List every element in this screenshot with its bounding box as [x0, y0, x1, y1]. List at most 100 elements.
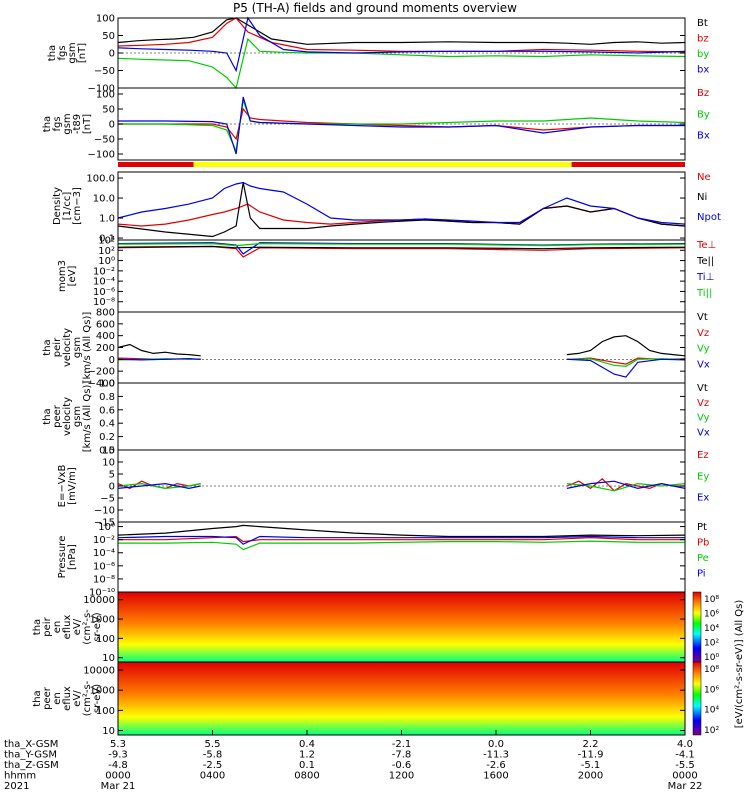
y-tick-label: 0	[109, 482, 115, 493]
x-tick-label: 0000	[672, 771, 697, 782]
x-tick-label: 0.4	[299, 739, 315, 750]
x-tick-label: Mar 22	[668, 781, 703, 792]
y-tick-label: 10⁻⁴	[93, 548, 115, 559]
y-axis-label: peer	[42, 686, 53, 710]
y-axis-label: sr-eV)	[92, 612, 103, 641]
y-tick-label: 10⁻²	[93, 535, 115, 546]
x-tick-label: 5.3	[110, 739, 126, 750]
y-tick-label: 10²	[98, 246, 115, 257]
colorbar-tick: 10⁴	[704, 706, 719, 716]
panel-fgs_t89: 100 50 0 −50 −100 tha fgs gsm -t89 [nT] Bz By Bx	[42, 87, 710, 161]
panel-frame	[117, 521, 686, 593]
legend-bt: Bt	[697, 18, 708, 29]
legend-ey: Ey	[697, 471, 709, 482]
y-tick-label: −400	[88, 379, 115, 390]
colorbar-tick: 10⁶	[704, 685, 719, 695]
colorbar-tick: 10⁶	[704, 610, 719, 620]
x-tick-label: -4.1	[675, 750, 695, 761]
x-tick-label: 0.0	[488, 739, 504, 750]
y-tick-label: 10⁻⁴	[93, 277, 115, 288]
y-axis-label: en	[52, 692, 63, 705]
legend-bz: bz	[697, 34, 709, 45]
x-tick-label: 0800	[294, 771, 319, 782]
x-row-label: tha_Y-GSM	[4, 750, 57, 761]
series-line-ti||	[117, 242, 686, 247]
x-tick-label: -2.6	[486, 760, 506, 771]
y-tick-label: 200	[96, 343, 115, 354]
x-row-label: hhmm	[4, 771, 36, 782]
series-line-by	[117, 37, 686, 90]
y-tick-label: 100	[96, 706, 115, 717]
series-line-bt	[117, 17, 686, 45]
y-axis-label: Pressure	[57, 536, 68, 579]
colorbar-tick: 10⁸	[704, 595, 719, 605]
x-tick-label: 2000	[578, 771, 603, 782]
x-tick-label: 1200	[389, 771, 414, 782]
x-tick-label: 0400	[200, 771, 225, 782]
y-tick-label: 50	[102, 105, 115, 116]
x-row-label: 2021	[4, 781, 29, 792]
panel-frame	[117, 239, 686, 313]
series-line-ni	[117, 182, 686, 238]
y-axis-label: (cm²-s-	[82, 680, 93, 716]
legend-by: By	[697, 109, 710, 120]
legend-bx: bx	[697, 65, 709, 76]
y-tick-label: −200	[88, 367, 115, 378]
y-axis-label: [nPa]	[67, 544, 78, 570]
y-tick-label: 15	[102, 446, 115, 457]
series-line-ex	[117, 480, 686, 490]
y-axis-label: velocity	[62, 328, 73, 367]
y-axis-label: tha	[42, 116, 53, 132]
y-axis-label: [km/s (All Qs)]	[82, 381, 93, 453]
y-axis-label: tha	[32, 619, 43, 635]
colorbar-tick: 10⁸	[704, 665, 719, 675]
panel-frame	[117, 171, 686, 241]
y-tick-label: 100	[96, 14, 115, 25]
panel-pressure: 10⁰ 10⁻² 10⁻⁴ 10⁻⁶ 10⁻⁸ 10⁻¹⁰ Pressure [nPa] Pt P…	[57, 521, 709, 599]
y-tick-label: −50	[94, 66, 115, 77]
y-axis-label: peir	[42, 616, 53, 636]
colorbar-strip	[692, 591, 702, 663]
y-tick-label: 0	[109, 355, 115, 366]
y-tick-label: 10⁻¹⁰	[89, 588, 115, 599]
series-line-pi	[117, 535, 685, 545]
y-tick-label: 0.8	[99, 392, 115, 403]
y-tick-label: 1000	[90, 686, 115, 697]
series-line-te⊥	[117, 246, 686, 258]
colorbar-tick: 10⁰	[704, 653, 719, 663]
panel-peir_eflux: 10000 1000 100 10 tha peir en eflux eV/(cm²-s-sr…	[32, 591, 686, 664]
series-line-ez	[117, 477, 685, 492]
x-tick-label: -2.5	[203, 760, 223, 771]
legend-ne: Ne	[697, 172, 711, 183]
y-axis-label: eV/	[72, 690, 83, 707]
panel-frame	[117, 311, 686, 384]
y-axis-label: [cm−3]	[72, 187, 83, 225]
y-tick-label: −5	[100, 494, 115, 505]
y-axis-label: mom3	[57, 260, 68, 292]
legend-ex: Ex	[697, 493, 709, 504]
legend-vz: Vz	[697, 398, 709, 409]
y-axis-label: peer	[52, 404, 63, 428]
y-tick-label: −100	[88, 150, 115, 161]
x-row-label: tha_Z-GSM	[4, 760, 59, 771]
legend-pb: Pb	[697, 538, 709, 549]
y-tick-label: 100	[96, 90, 115, 101]
legend-vt: Vt	[697, 312, 708, 323]
x-tick-label: -9.3	[108, 750, 128, 761]
y-axis-label: fgs	[57, 45, 68, 60]
y-tick-label: 1.0	[99, 379, 115, 390]
y-axis-label: Density	[52, 187, 63, 225]
series-line-bx	[118, 96, 685, 155]
y-axis-label: eflux	[62, 615, 73, 640]
y-axis-label: tha	[42, 339, 53, 355]
x-tick-label: -5.5	[675, 760, 695, 771]
x-tick-label: 1600	[483, 771, 508, 782]
colorbar-tick: 10²	[704, 726, 719, 736]
legend-vt: Vt	[697, 383, 708, 394]
legend-bx: Bx	[697, 131, 710, 142]
legend-pt: Pt	[697, 522, 707, 533]
colorbar-tick: 10²	[704, 639, 719, 649]
mode-segment	[193, 162, 572, 167]
